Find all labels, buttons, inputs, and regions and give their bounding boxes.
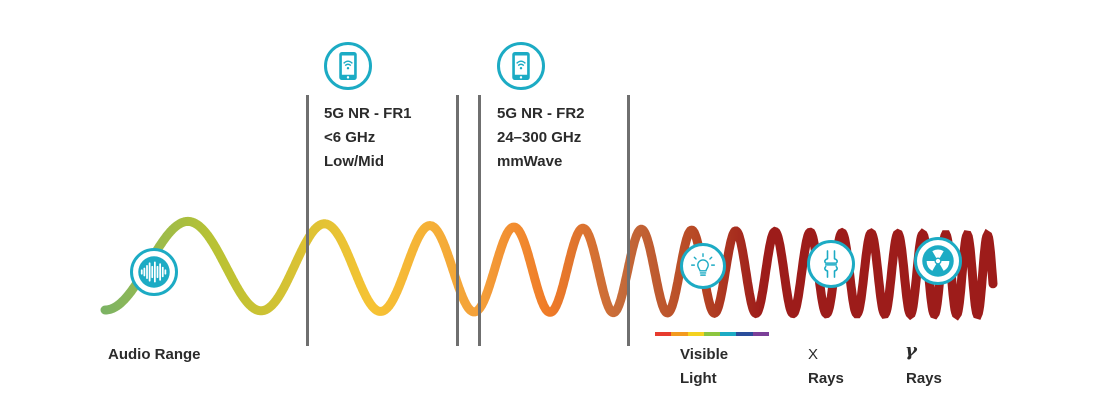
wave-path [100,216,998,321]
x-rays-line: Rays [808,370,844,387]
visible-light-line: Light [680,370,717,387]
fr2-label-line: 5G NR - FR2 [497,105,585,122]
fr1-label-line: <6 GHz [324,129,376,146]
fr1-label: 5G NR - FR1 <6 GHz Low/Mid [324,102,412,174]
smartphone-wifi-icon [497,42,545,90]
x-rays-line: X [808,346,819,363]
bone-joint-icon [807,240,855,288]
spectrum-yellow [687,332,704,336]
audio-range-label: Audio Range [108,343,201,367]
light-bulb-icon [680,243,726,289]
fr2-right-divider [627,95,630,346]
fr2-left-divider [478,95,481,346]
gamma-symbol: γ [905,340,917,361]
fr2-label-line: 24–300 GHz [497,129,582,146]
radiation-icon [914,237,962,285]
spectrum-orange [671,332,688,336]
fr2-label-line: mmWave [497,153,563,170]
x-rays-label: X Rays [808,343,844,391]
visible-light-label: Visible Light [680,343,728,391]
smartphone-wifi-icon [324,42,372,90]
spectrum-cyan [720,332,737,336]
gamma-rays-label: Rays [906,367,942,391]
fr1-label-line: 5G NR - FR1 [324,105,412,122]
gamma-rays-line: Rays [906,370,942,387]
spectrum-blue [736,332,753,336]
sound-wave-icon [130,248,178,296]
fr1-right-divider [456,95,459,346]
visible-spectrum-bar [655,332,769,336]
visible-light-line: Visible [680,346,729,363]
spectrum-green [703,332,721,336]
fr2-label: 5G NR - FR2 24–300 GHz mmWave [497,102,585,174]
fr1-label-line: Low/Mid [324,153,384,170]
audio-range-text: Audio Range [108,346,201,363]
fr1-left-divider [306,95,309,346]
spectrum-violet [752,332,769,336]
spectrum-red [655,332,672,336]
